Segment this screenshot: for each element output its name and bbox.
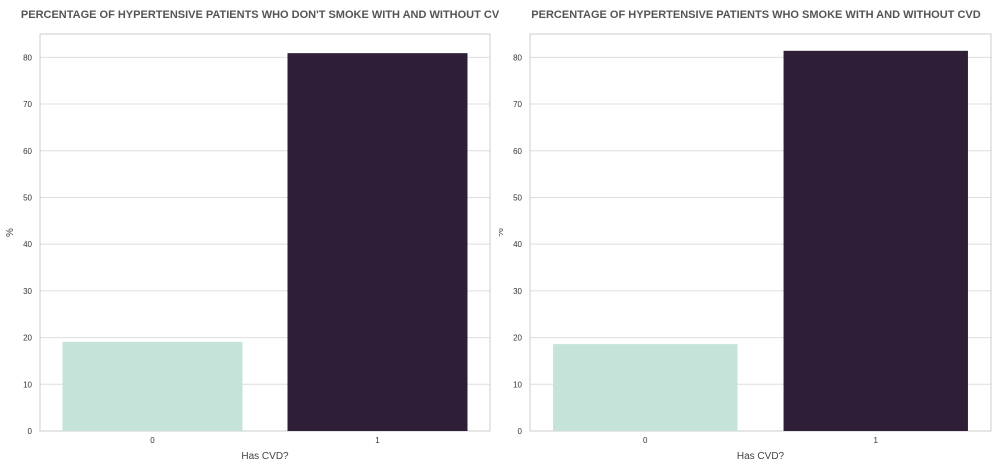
y-tick-label: 60 xyxy=(23,147,32,156)
x-axis-label: Has CVD? xyxy=(737,451,785,462)
y-tick-label: 40 xyxy=(23,240,32,249)
y-tick-label: 30 xyxy=(513,287,522,296)
x-tick-label: 1 xyxy=(874,436,879,445)
y-tick-label: 10 xyxy=(513,380,522,389)
y-tick-label: 80 xyxy=(513,53,522,62)
chart-title: PERCENTAGE OF HYPERTENSIVE PATIENTS WHO … xyxy=(21,9,499,21)
x-tick-label: 0 xyxy=(643,436,648,445)
y-tick-label: 10 xyxy=(23,380,32,389)
y-tick-label: 0 xyxy=(28,427,33,436)
y-tick-label: 20 xyxy=(513,334,522,343)
y-tick-label: 80 xyxy=(23,53,32,62)
y-tick-label: 60 xyxy=(513,147,522,156)
plot-frame xyxy=(39,33,491,432)
bar-1 xyxy=(783,50,968,431)
x-tick-label: 1 xyxy=(375,436,380,445)
y-tick-label: 70 xyxy=(23,100,32,109)
bar-0 xyxy=(62,341,243,431)
plot-frame xyxy=(529,33,992,432)
y-tick-label: 30 xyxy=(23,287,32,296)
y-tick-label: 40 xyxy=(513,240,522,249)
y-axis-label: % xyxy=(499,228,506,237)
y-tick-label: 50 xyxy=(23,193,32,202)
y-tick-label: 70 xyxy=(513,100,522,109)
y-tick-label: 50 xyxy=(513,193,522,202)
chart-title: PERCENTAGE OF HYPERTENSIVE PATIENTS WHO … xyxy=(531,9,980,21)
chart-nonsmokers: PERCENTAGE OF HYPERTENSIVE PATIENTS WHO … xyxy=(5,9,499,462)
chart-smokers: PERCENTAGE OF HYPERTENSIVE PATIENTS WHO … xyxy=(499,9,992,462)
bar-1 xyxy=(287,53,468,431)
y-axis-label: % xyxy=(5,228,16,237)
x-axis-label: Has CVD? xyxy=(241,451,289,462)
bar-0 xyxy=(553,344,738,431)
y-tick-label: 0 xyxy=(518,427,523,436)
x-tick-label: 0 xyxy=(150,436,155,445)
y-tick-label: 20 xyxy=(23,334,32,343)
